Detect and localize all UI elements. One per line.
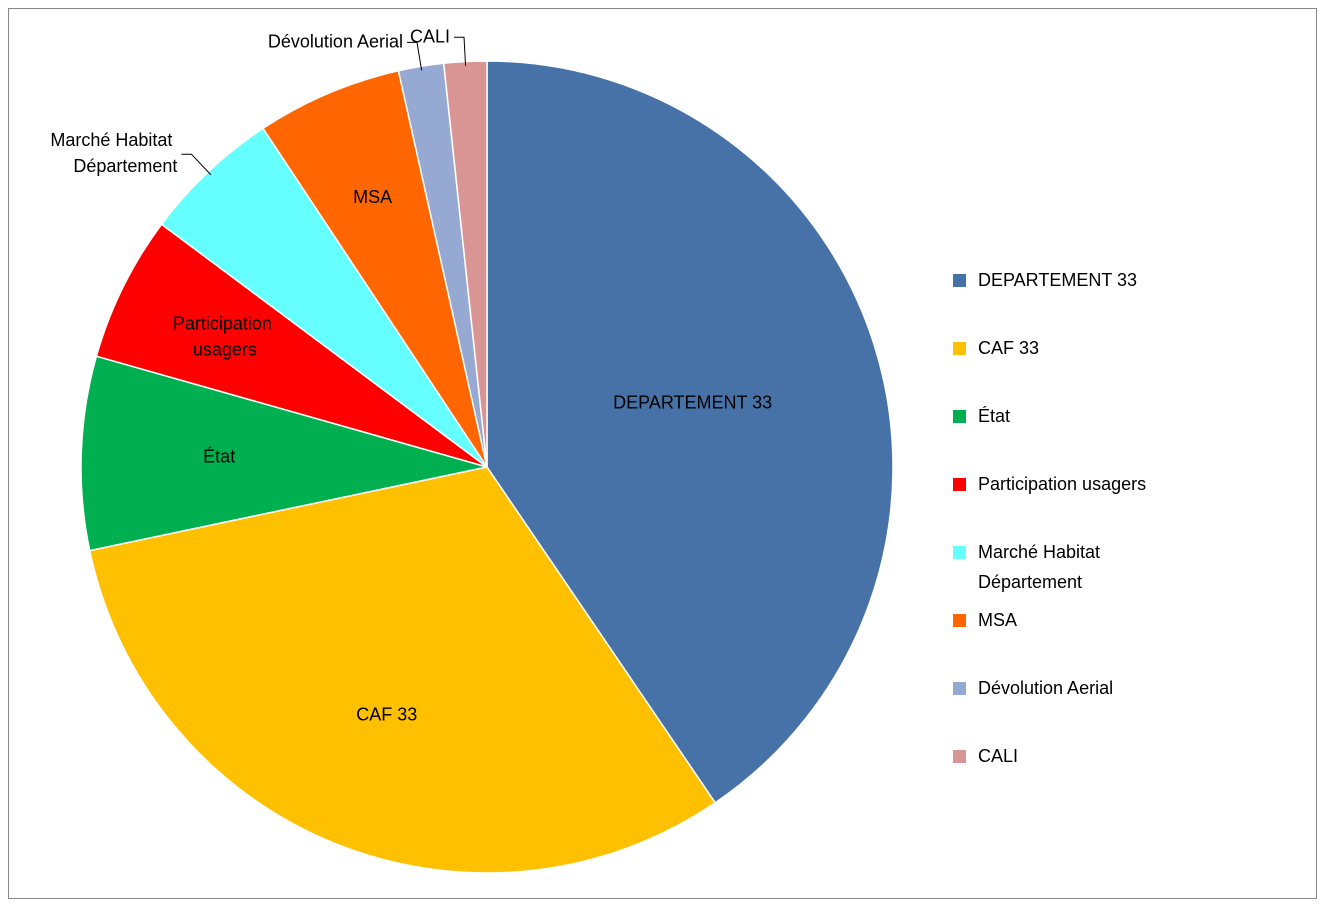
- legend-label: DEPARTEMENT 33: [978, 270, 1137, 290]
- legend-swatch: [953, 478, 966, 491]
- slice-label: État: [203, 446, 235, 466]
- slice-label: Marché Habitat Département: [50, 130, 177, 176]
- legend-label: MSA: [978, 610, 1017, 630]
- legend-label: Marché Habitat Département: [978, 542, 1105, 592]
- leader-line: [407, 41, 423, 71]
- legend-swatch: [953, 410, 966, 423]
- legend-label: État: [978, 406, 1010, 426]
- legend-label: CAF 33: [978, 338, 1039, 358]
- legend-label: Dévolution Aerial: [978, 678, 1113, 698]
- leader-line: [181, 153, 212, 176]
- pie-slice: [88, 466, 717, 874]
- slice-label: CALI: [410, 26, 450, 46]
- slice-label: CAF 33: [356, 704, 417, 724]
- legend-swatch: [953, 546, 966, 559]
- legend-swatch: [953, 750, 966, 763]
- slice-label: DEPARTEMENT 33: [613, 392, 772, 412]
- legend-label: Participation usagers: [978, 474, 1146, 494]
- legend-label: CALI: [978, 746, 1018, 766]
- legend-swatch: [953, 682, 966, 695]
- legend-swatch: [953, 342, 966, 355]
- pie-slice: [486, 60, 894, 804]
- pie-slice: [80, 355, 488, 552]
- slice-label: Participation usagers: [173, 313, 277, 359]
- slice-label: Dévolution Aerial: [268, 31, 403, 51]
- legend-swatch: [953, 614, 966, 627]
- pie-slice: [261, 69, 488, 468]
- pie-slice: [95, 223, 488, 468]
- slice-label: MSA: [353, 187, 392, 207]
- leader-line: [454, 36, 467, 66]
- legend-swatch: [953, 274, 966, 287]
